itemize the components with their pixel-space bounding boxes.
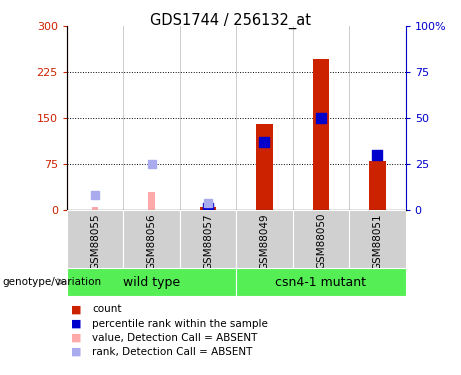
Bar [92, 207, 99, 210]
Bar [236, 268, 406, 296]
Text: ■: ■ [71, 347, 82, 357]
Point [374, 152, 381, 158]
Text: value, Detection Call = ABSENT: value, Detection Call = ABSENT [92, 333, 258, 343]
Text: genotype/variation: genotype/variation [2, 277, 101, 287]
Text: GDS1744 / 256132_at: GDS1744 / 256132_at [150, 13, 311, 29]
Point [204, 200, 212, 206]
Text: csn4-1 mutant: csn4-1 mutant [276, 276, 366, 289]
Bar [67, 268, 236, 296]
Text: rank, Detection Call = ABSENT: rank, Detection Call = ABSENT [92, 347, 253, 357]
Point [148, 161, 155, 167]
Bar [123, 210, 180, 268]
Bar [180, 210, 236, 268]
Text: GSM88057: GSM88057 [203, 213, 213, 270]
Text: GSM88050: GSM88050 [316, 213, 326, 269]
Text: ■: ■ [71, 333, 82, 343]
Point [317, 115, 325, 121]
Bar [148, 192, 155, 210]
Bar [236, 210, 293, 268]
Bar [200, 207, 217, 210]
Bar [293, 210, 349, 268]
Text: GSM88056: GSM88056 [147, 213, 157, 270]
Bar [369, 161, 386, 210]
Point [91, 192, 99, 198]
Text: ■: ■ [71, 319, 82, 328]
Bar [256, 124, 273, 210]
Text: percentile rank within the sample: percentile rank within the sample [92, 319, 268, 328]
Text: GSM88049: GSM88049 [260, 213, 270, 270]
Text: GSM88055: GSM88055 [90, 213, 100, 270]
Point [261, 139, 268, 145]
Bar [313, 59, 330, 210]
Text: count: count [92, 304, 122, 314]
Text: wild type: wild type [123, 276, 180, 289]
Bar [349, 210, 406, 268]
Text: GSM88051: GSM88051 [372, 213, 383, 270]
Point [204, 205, 212, 211]
Bar [67, 210, 123, 268]
Text: ■: ■ [71, 304, 82, 314]
